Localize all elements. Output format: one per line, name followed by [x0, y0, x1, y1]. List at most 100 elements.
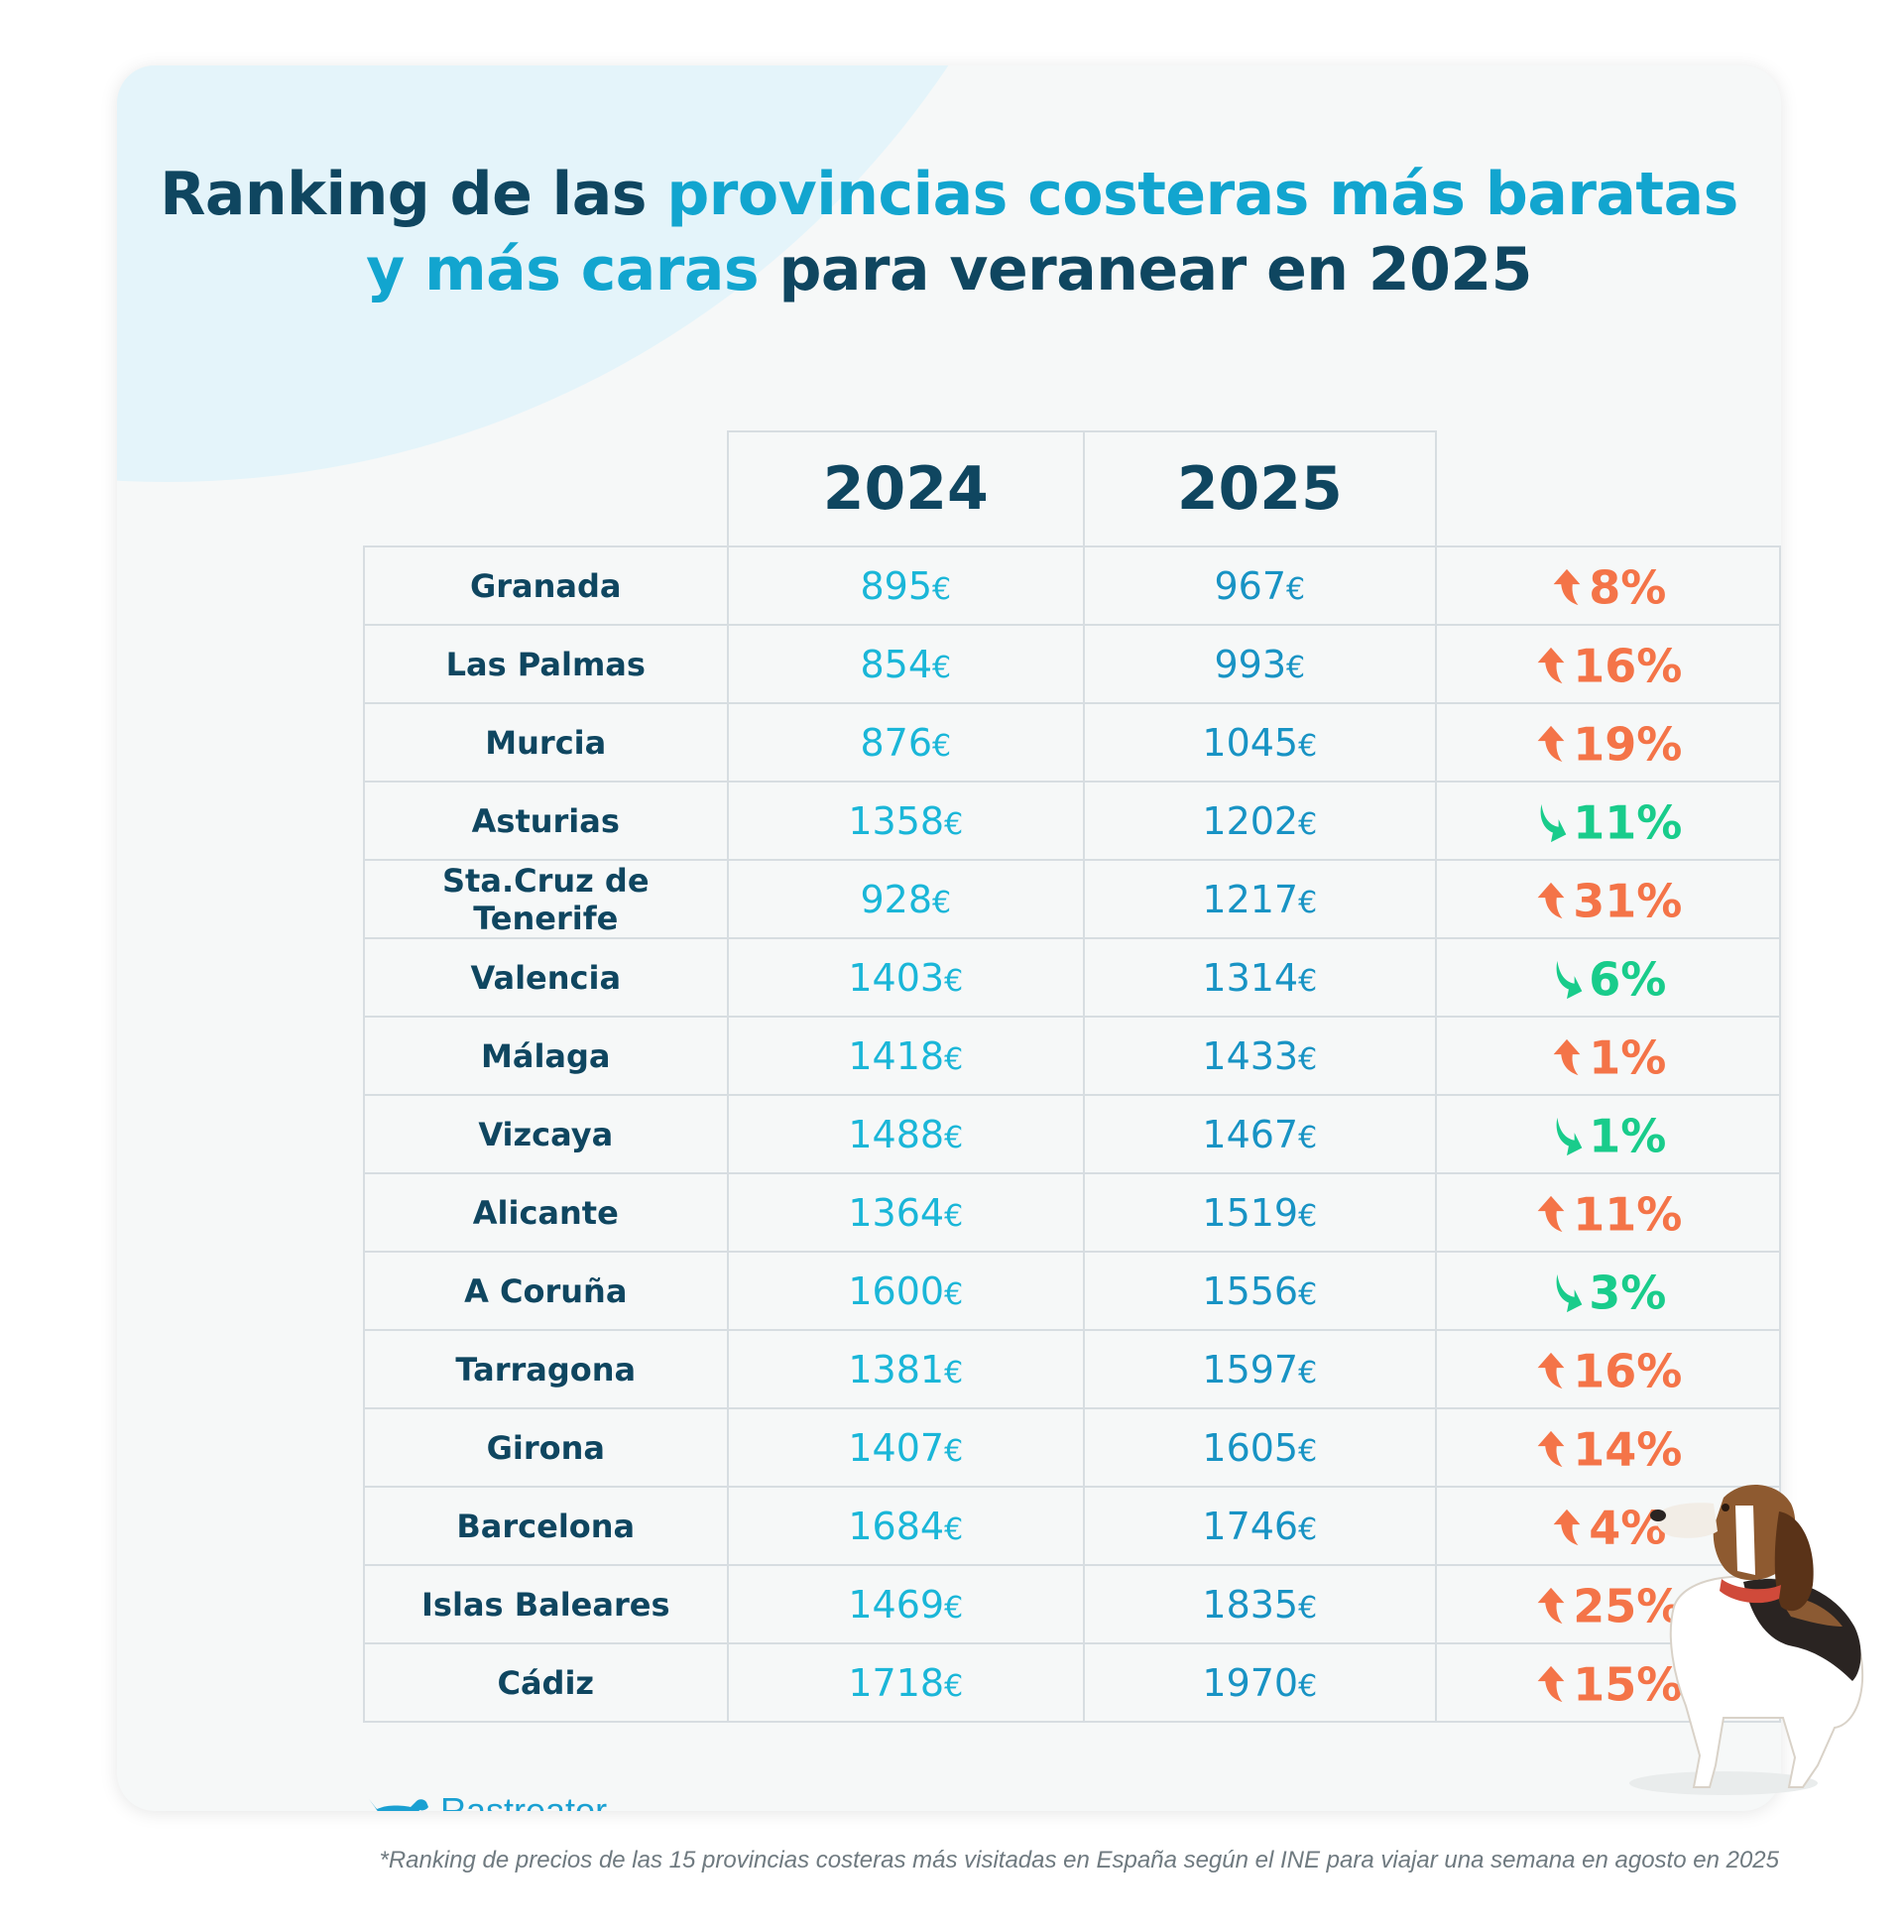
price-2025-value: 1217 [1202, 877, 1299, 921]
price-2025-value: 1519 [1202, 1190, 1299, 1235]
change-cell: 16% [1434, 624, 1781, 704]
price-2025: 1433€ [1083, 1016, 1437, 1096]
infographic-card: Ranking de las provincias costeras más b… [117, 65, 1781, 1811]
province-name: Las Palmas [363, 624, 729, 704]
arrow-down-icon [1556, 1118, 1583, 1156]
euro-symbol: € [944, 1433, 964, 1469]
euro-symbol: € [944, 1276, 964, 1312]
price-2024: 1381€ [726, 1329, 1086, 1409]
price-2024: 1684€ [726, 1486, 1086, 1566]
price-2024: 1364€ [726, 1172, 1086, 1253]
arrow-up-icon [1537, 1196, 1565, 1233]
table-body: Granada 895€ 967€ 8% Las Palmas 854€ 993€ 16% Mu… [363, 545, 1781, 1723]
price-2024: 1403€ [726, 937, 1086, 1018]
arrow-down-icon [1556, 1274, 1583, 1313]
change-percent: 6% [1589, 952, 1667, 1007]
euro-symbol: € [932, 650, 952, 685]
change-percent: 15% [1573, 1657, 1683, 1712]
change-cell: 1% [1434, 1016, 1781, 1096]
price-2025-value: 1970 [1202, 1660, 1299, 1705]
province-name: Barcelona [363, 1486, 729, 1566]
price-2024: 895€ [726, 545, 1086, 626]
table-row: Vizcaya 1488€ 1467€ 1% [363, 1094, 1781, 1174]
dog-logo-icon [369, 1799, 428, 1811]
price-2025-value: 1746 [1202, 1504, 1299, 1548]
price-2024-value: 1469 [848, 1582, 945, 1627]
basset-hound-illustration [1629, 1485, 1864, 1795]
change-percent: 4% [1589, 1501, 1667, 1555]
price-2025-value: 1467 [1202, 1112, 1299, 1156]
price-2024: 876€ [726, 702, 1086, 783]
price-2024: 928€ [726, 859, 1086, 939]
change-percent: 31% [1573, 874, 1683, 928]
euro-symbol: € [944, 1120, 964, 1155]
header-blank-change [1434, 431, 1780, 547]
price-2024-value: 876 [860, 720, 932, 765]
euro-symbol: € [932, 571, 952, 607]
brand-logo: Rastreator [365, 1786, 607, 1811]
table-row: Málaga 1418€ 1433€ 1% [363, 1016, 1781, 1096]
province-name: Girona [363, 1407, 729, 1488]
euro-symbol: € [1298, 1668, 1318, 1704]
euro-symbol: € [1286, 571, 1306, 607]
table-row: Barcelona 1684€ 1746€ 4% [363, 1486, 1781, 1566]
price-2024-value: 1364 [848, 1190, 945, 1235]
arrow-up-icon [1537, 883, 1565, 919]
price-2025: 1970€ [1083, 1642, 1437, 1723]
brand-name: Rastreator [440, 1790, 608, 1811]
euro-symbol: € [1298, 1511, 1318, 1547]
table-row: Sta.Cruz de Tenerife 928€ 1217€ 31% [363, 859, 1781, 939]
title-line-1: Ranking de las provincias costeras más b… [117, 157, 1781, 232]
euro-symbol: € [1298, 728, 1318, 764]
price-2025: 1202€ [1083, 781, 1437, 861]
price-2025: 1556€ [1083, 1251, 1437, 1331]
change-cell: 3% [1434, 1251, 1781, 1331]
table-row: Granada 895€ 967€ 8% [363, 545, 1781, 626]
province-name: Valencia [363, 937, 729, 1018]
arrow-up-icon [1553, 569, 1581, 606]
province-name: Vizcaya [363, 1094, 729, 1174]
change-cell: 11% [1434, 1172, 1781, 1253]
title-line-2: y más caras para veranear en 2025 [117, 232, 1781, 307]
table-row: Girona 1407€ 1605€ 14% [363, 1407, 1781, 1488]
price-2024: 854€ [726, 624, 1086, 704]
change-percent: 11% [1573, 795, 1683, 850]
table-row: Islas Baleares 1469€ 1835€ 25% [363, 1564, 1781, 1644]
euro-symbol: € [944, 1198, 964, 1234]
arrow-down-icon [1556, 961, 1583, 1000]
price-2025: 1314€ [1083, 937, 1437, 1018]
price-2024-value: 1381 [848, 1347, 945, 1391]
title-part-1: Ranking de las [160, 160, 667, 229]
arrow-up-icon [1537, 726, 1565, 763]
euro-symbol: € [932, 885, 952, 920]
euro-symbol: € [1298, 1590, 1318, 1626]
price-2024-value: 1403 [848, 955, 945, 1000]
change-cell: 8% [1434, 545, 1781, 626]
euro-symbol: € [1286, 650, 1306, 685]
change-cell: 1% [1434, 1094, 1781, 1174]
euro-symbol: € [944, 1668, 964, 1704]
price-2025: 1746€ [1083, 1486, 1437, 1566]
euro-symbol: € [944, 1511, 964, 1547]
price-2024: 1407€ [726, 1407, 1086, 1488]
price-2025-value: 1433 [1202, 1033, 1299, 1078]
price-2025: 1217€ [1083, 859, 1437, 939]
change-cell: 11% [1434, 781, 1781, 861]
price-2024: 1718€ [726, 1642, 1086, 1723]
price-2025-value: 1556 [1202, 1268, 1299, 1313]
change-percent: 14% [1573, 1422, 1683, 1477]
change-cell: 19% [1434, 702, 1781, 783]
province-name: Alicante [363, 1172, 729, 1253]
province-name: Tarragona [363, 1329, 729, 1409]
euro-symbol: € [944, 963, 964, 999]
change-percent: 19% [1573, 717, 1683, 772]
change-percent: 16% [1573, 1344, 1683, 1398]
table-row: Valencia 1403€ 1314€ 6% [363, 937, 1781, 1018]
price-2025: 967€ [1083, 545, 1437, 626]
change-percent: 25% [1573, 1579, 1683, 1633]
euro-symbol: € [1298, 1120, 1318, 1155]
arrow-up-icon [1537, 1353, 1565, 1389]
page-title: Ranking de las provincias costeras más b… [117, 157, 1781, 307]
euro-symbol: € [1298, 1198, 1318, 1234]
price-2024-value: 1718 [848, 1660, 945, 1705]
